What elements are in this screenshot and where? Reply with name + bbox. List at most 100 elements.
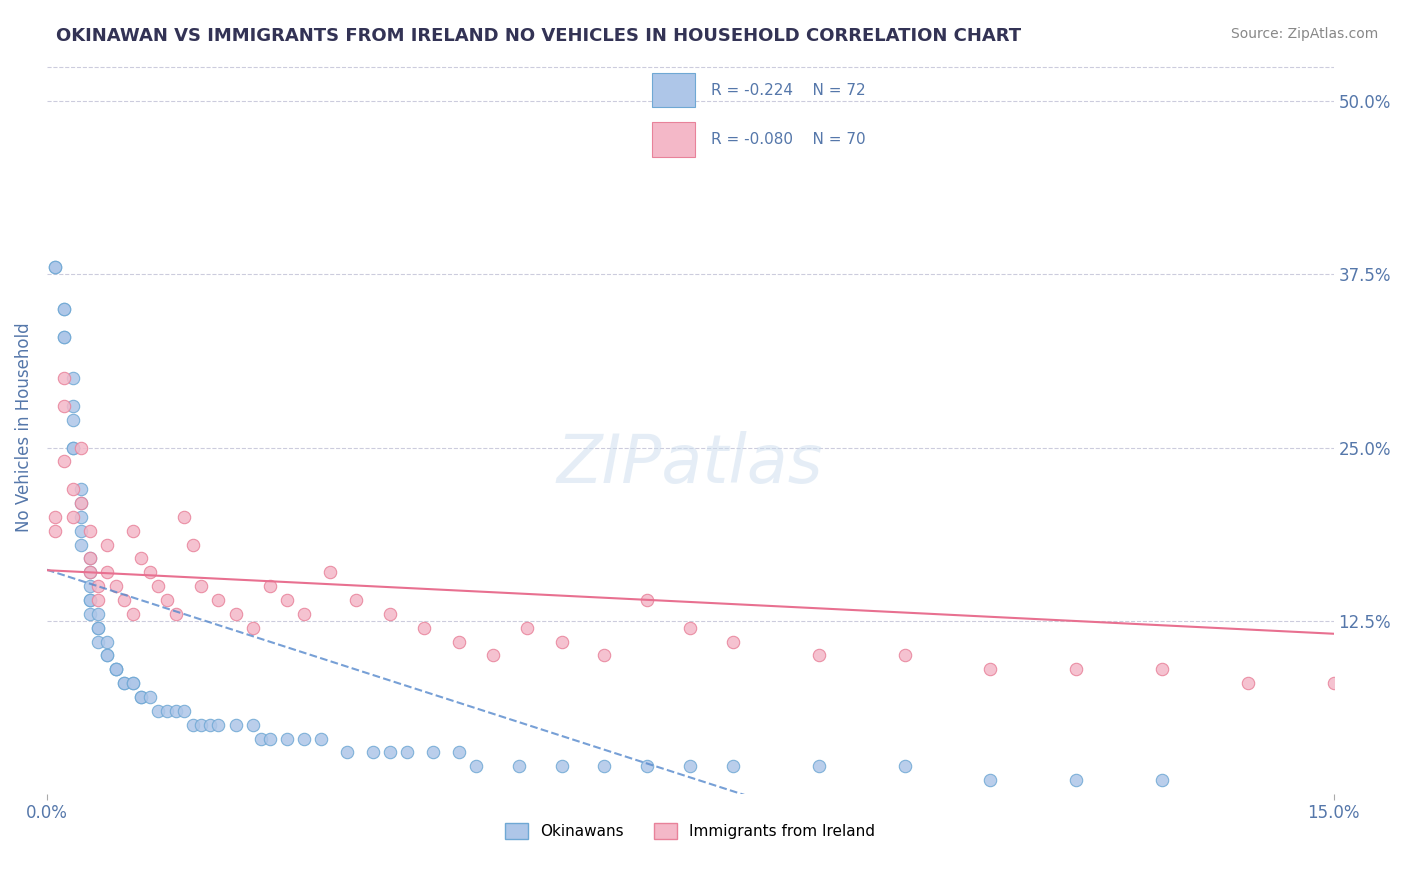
Point bbox=[207, 593, 229, 607]
Point bbox=[464, 759, 486, 773]
Point bbox=[121, 676, 143, 690]
Point bbox=[1150, 773, 1173, 788]
Point bbox=[173, 509, 195, 524]
Point bbox=[807, 759, 830, 773]
Point bbox=[225, 717, 247, 731]
Point bbox=[181, 538, 204, 552]
Point bbox=[96, 634, 118, 648]
Point bbox=[79, 566, 101, 580]
Point bbox=[44, 260, 66, 275]
Point bbox=[225, 607, 247, 621]
Point bbox=[62, 413, 84, 427]
Point bbox=[96, 566, 118, 580]
Text: Source: ZipAtlas.com: Source: ZipAtlas.com bbox=[1230, 27, 1378, 41]
Point bbox=[53, 454, 76, 468]
Point bbox=[447, 634, 470, 648]
Point bbox=[550, 634, 572, 648]
Point bbox=[87, 634, 110, 648]
Point bbox=[53, 301, 76, 316]
Point bbox=[112, 676, 135, 690]
Text: R = -0.080    N = 70: R = -0.080 N = 70 bbox=[711, 132, 866, 147]
Point bbox=[96, 648, 118, 663]
Point bbox=[104, 662, 127, 676]
Point bbox=[129, 690, 152, 704]
Point bbox=[121, 607, 143, 621]
Point bbox=[413, 621, 436, 635]
Point bbox=[87, 579, 110, 593]
Point bbox=[139, 690, 162, 704]
Point bbox=[242, 717, 264, 731]
Point bbox=[139, 566, 162, 580]
Point bbox=[148, 704, 170, 718]
Point bbox=[70, 509, 93, 524]
Point bbox=[70, 482, 93, 496]
Point bbox=[516, 621, 538, 635]
Point bbox=[87, 621, 110, 635]
Point bbox=[62, 482, 84, 496]
Text: R = -0.224    N = 72: R = -0.224 N = 72 bbox=[711, 83, 866, 98]
Point bbox=[165, 607, 187, 621]
Point bbox=[979, 662, 1001, 676]
Point bbox=[721, 634, 744, 648]
Point bbox=[104, 579, 127, 593]
Point bbox=[893, 648, 915, 663]
Point bbox=[807, 648, 830, 663]
Point bbox=[292, 731, 315, 746]
Point bbox=[53, 330, 76, 344]
Point bbox=[79, 593, 101, 607]
Point bbox=[292, 607, 315, 621]
Point bbox=[79, 579, 101, 593]
Point bbox=[721, 759, 744, 773]
Point bbox=[336, 746, 359, 760]
Point bbox=[378, 607, 401, 621]
Point bbox=[112, 676, 135, 690]
Point bbox=[62, 441, 84, 455]
Point bbox=[44, 260, 66, 275]
Point bbox=[70, 496, 93, 510]
Point bbox=[181, 717, 204, 731]
Point bbox=[53, 301, 76, 316]
Point bbox=[53, 330, 76, 344]
Point bbox=[311, 731, 333, 746]
Point bbox=[148, 579, 170, 593]
Point bbox=[276, 731, 298, 746]
Point bbox=[44, 524, 66, 538]
Point bbox=[1150, 662, 1173, 676]
Point bbox=[198, 717, 221, 731]
Point bbox=[190, 579, 212, 593]
Point bbox=[482, 648, 505, 663]
Point bbox=[70, 441, 93, 455]
Point bbox=[319, 566, 342, 580]
Point bbox=[96, 648, 118, 663]
Point bbox=[62, 509, 84, 524]
Point bbox=[679, 759, 702, 773]
Text: OKINAWAN VS IMMIGRANTS FROM IRELAND NO VEHICLES IN HOUSEHOLD CORRELATION CHART: OKINAWAN VS IMMIGRANTS FROM IRELAND NO V… bbox=[56, 27, 1021, 45]
Point bbox=[44, 509, 66, 524]
Point bbox=[79, 551, 101, 566]
Y-axis label: No Vehicles in Household: No Vehicles in Household bbox=[15, 322, 32, 532]
Point bbox=[112, 593, 135, 607]
Point bbox=[276, 593, 298, 607]
Point bbox=[79, 524, 101, 538]
Point bbox=[378, 746, 401, 760]
Point bbox=[156, 704, 179, 718]
Point bbox=[1064, 773, 1087, 788]
Point bbox=[593, 759, 616, 773]
Point bbox=[53, 399, 76, 413]
Point bbox=[207, 717, 229, 731]
Point bbox=[636, 759, 658, 773]
Point bbox=[165, 704, 187, 718]
Point bbox=[550, 759, 572, 773]
Point bbox=[242, 621, 264, 635]
Point bbox=[62, 371, 84, 385]
FancyBboxPatch shape bbox=[652, 122, 695, 157]
Point bbox=[87, 607, 110, 621]
Point bbox=[447, 746, 470, 760]
Point bbox=[79, 551, 101, 566]
Point bbox=[1236, 676, 1258, 690]
Point bbox=[53, 371, 76, 385]
Point bbox=[396, 746, 419, 760]
Point bbox=[508, 759, 530, 773]
Point bbox=[593, 648, 616, 663]
Point bbox=[62, 399, 84, 413]
